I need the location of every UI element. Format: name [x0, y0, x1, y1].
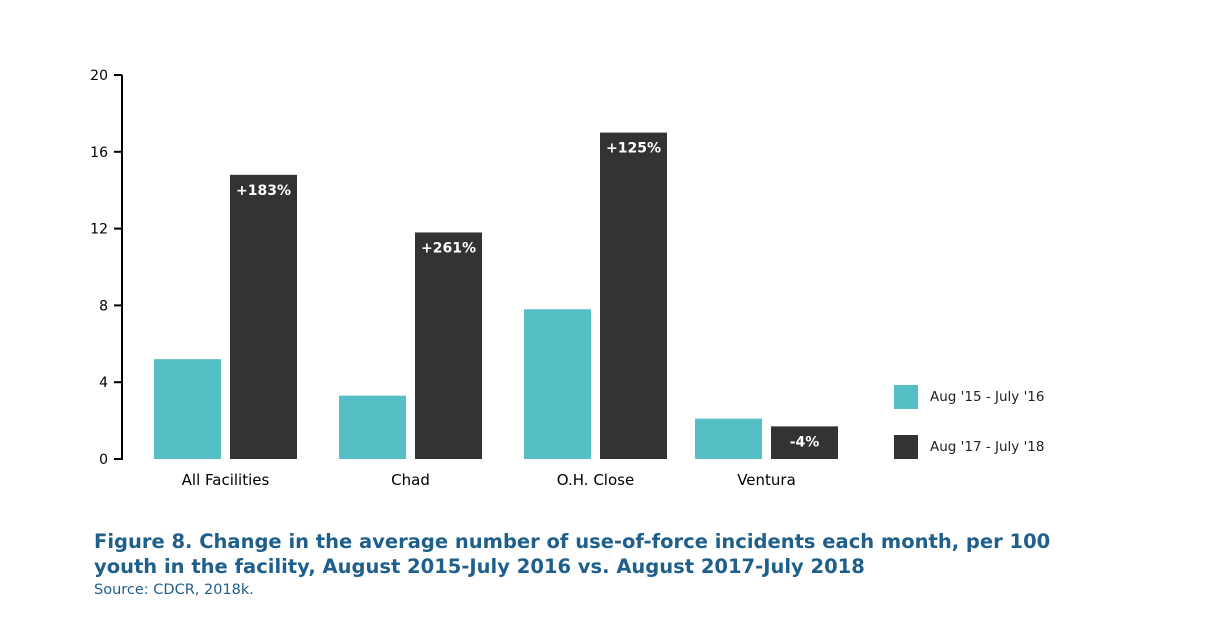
figure-caption: Figure 8. Change in the average number o…: [94, 530, 1051, 578]
x-category-label: Ventura: [737, 471, 796, 489]
bar-chart: 0 4 8 12 16 20 +183% All Facilities +261% Chad +12…: [90, 68, 838, 489]
x-category-label: O.H. Close: [557, 471, 634, 489]
y-tick-label: 4: [99, 375, 108, 391]
legend-swatch-series-2: [894, 435, 918, 459]
bar-1: [339, 395, 406, 459]
bar-1: [524, 309, 591, 459]
bar-2: [771, 426, 838, 459]
y-tick-label: 8: [99, 298, 108, 314]
bar-2: [230, 174, 297, 459]
y-tick-label: 16: [90, 145, 108, 161]
bar-data-label: +183%: [236, 183, 291, 199]
y-tick-label: 20: [90, 68, 108, 84]
chart-legend: Aug '15 - July '16 Aug '17 - July '18: [894, 384, 1044, 484]
bar-2: [600, 132, 667, 459]
y-tick-label: 0: [99, 452, 108, 468]
bar-1: [695, 418, 762, 459]
legend-label-series-2: Aug '17 - July '18: [930, 439, 1045, 455]
bar-1: [154, 359, 221, 459]
legend-item-series-2: Aug '17 - July '18: [894, 434, 1044, 460]
legend-swatch-series-1: [894, 385, 918, 409]
x-category-label: Chad: [391, 471, 430, 489]
legend-item-series-1: Aug '15 - July '16: [894, 384, 1044, 410]
bar-data-label: +125%: [606, 141, 661, 157]
bar-data-label: +261%: [421, 240, 476, 256]
bar-data-label: -4%: [790, 434, 820, 450]
x-category-label: All Facilities: [182, 471, 270, 489]
legend-label-series-1: Aug '15 - July '16: [930, 389, 1045, 405]
bar-2: [415, 232, 482, 459]
figure-source: Source: CDCR, 2018k.: [94, 582, 254, 598]
y-tick-label: 12: [90, 222, 108, 238]
